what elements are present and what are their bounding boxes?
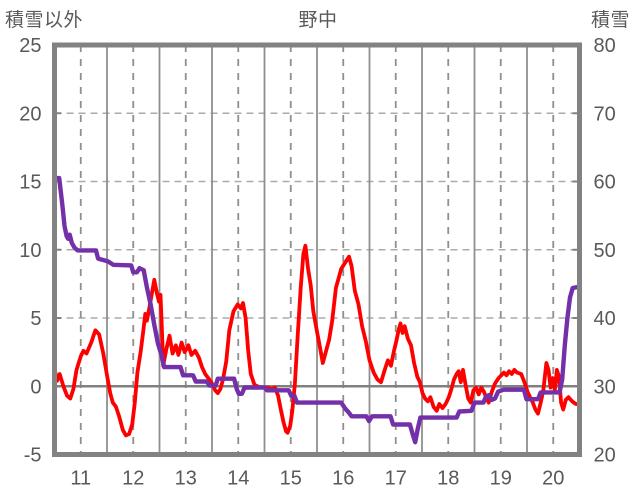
svg-text:13: 13 <box>175 468 197 490</box>
svg-text:17: 17 <box>385 468 407 490</box>
svg-text:80: 80 <box>594 35 616 57</box>
svg-text:16: 16 <box>332 468 354 490</box>
svg-text:12: 12 <box>122 468 144 490</box>
svg-text:60: 60 <box>594 172 616 194</box>
svg-text:30: 30 <box>594 376 616 398</box>
svg-text:19: 19 <box>490 468 512 490</box>
svg-text:5: 5 <box>30 308 41 330</box>
svg-text:-5: -5 <box>24 445 42 467</box>
svg-text:20: 20 <box>542 468 564 490</box>
left-axis-title: 積雪以外 <box>5 10 84 31</box>
svg-text:40: 40 <box>594 308 616 330</box>
svg-text:25: 25 <box>19 35 41 57</box>
svg-text:0: 0 <box>30 376 41 398</box>
svg-text:18: 18 <box>437 468 459 490</box>
svg-text:15: 15 <box>280 468 302 490</box>
svg-text:11: 11 <box>70 468 91 490</box>
svg-text:15: 15 <box>19 172 41 194</box>
svg-text:50: 50 <box>594 240 616 262</box>
svg-text:20: 20 <box>594 445 616 467</box>
right-axis-title: 積雪 <box>590 10 630 31</box>
svg-text:20: 20 <box>19 103 41 125</box>
svg-text:70: 70 <box>594 103 616 125</box>
svg-text:14: 14 <box>227 468 249 490</box>
svg-text:10: 10 <box>19 240 41 262</box>
chart-title: 野中 <box>298 10 338 31</box>
